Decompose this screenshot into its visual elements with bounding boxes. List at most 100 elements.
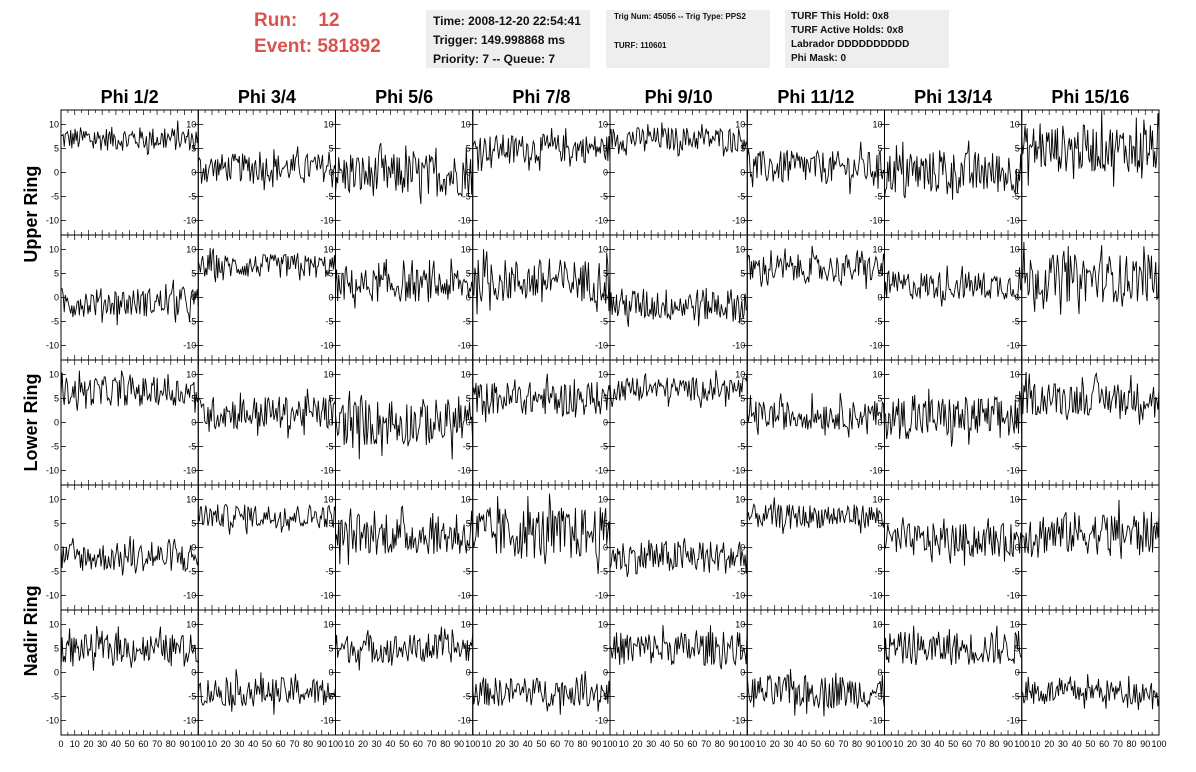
y-tick-label: 0	[328, 168, 333, 178]
y-tick-label: -5	[737, 317, 745, 327]
column-title: Phi 5/6	[375, 87, 433, 107]
trig-num-text: Trig Num: 45056 -- Trig Type: PPS2	[614, 12, 746, 21]
column-title: Phi 9/10	[645, 87, 713, 107]
y-tick-label: -5	[51, 192, 59, 202]
y-tick-label: -10	[1007, 466, 1020, 476]
y-tick-label: 5	[603, 268, 608, 278]
y-tick-label: 10	[872, 244, 882, 254]
panel-frame	[746, 484, 885, 611]
y-tick-label: -5	[600, 567, 608, 577]
y-tick-label: 10	[49, 494, 59, 504]
panel-frame	[609, 109, 748, 236]
panel-frame	[609, 234, 748, 361]
x-tick-label: 90	[180, 739, 190, 749]
x-tick-label: 60	[138, 739, 148, 749]
phi-mask-text: Phi Mask: 0	[791, 53, 847, 64]
x-tick-label: 90	[1003, 739, 1013, 749]
y-tick-label: 0	[328, 418, 333, 428]
y-tick-label: 5	[466, 143, 471, 153]
x-tick-label: 30	[921, 739, 931, 749]
waveform-trace	[746, 669, 885, 717]
y-tick-label: -5	[188, 567, 196, 577]
panel-frame	[335, 359, 474, 486]
y-tick-label: 0	[191, 543, 196, 553]
y-tick-label: -10	[595, 466, 608, 476]
x-tick-label: 90	[1140, 739, 1150, 749]
panel-frame	[335, 234, 474, 361]
y-tick-label: -5	[737, 442, 745, 452]
x-tick-label: 70	[289, 739, 299, 749]
y-tick-label: 0	[191, 293, 196, 303]
waveform-trace	[746, 497, 885, 534]
y-tick-label: 10	[49, 244, 59, 254]
waveform-trace	[1021, 499, 1160, 559]
y-tick-label: -10	[46, 716, 59, 726]
time-info-box: Time: 2008-12-20 22:54:41 Trigger: 149.9…	[426, 10, 590, 68]
y-tick-label: 10	[49, 619, 59, 629]
y-tick-label: 5	[54, 643, 59, 653]
y-tick-label: 0	[328, 668, 333, 678]
x-tick-label: 100	[191, 739, 206, 749]
x-tick-label: 60	[687, 739, 697, 749]
turf-info-box: TURF This Hold: 0x8 TURF Active Holds: 0…	[785, 10, 949, 68]
column-title: Phi 13/14	[914, 87, 992, 107]
run-label: Run:	[254, 10, 298, 31]
x-tick-label: 20	[907, 739, 917, 749]
waveform-trace	[609, 369, 748, 408]
panel-frame	[746, 609, 885, 736]
y-tick-label: 10	[1010, 244, 1020, 254]
y-tick-label: -10	[732, 466, 745, 476]
y-tick-label: 5	[877, 518, 882, 528]
y-tick-label: 5	[191, 393, 196, 403]
y-tick-label: -5	[325, 317, 333, 327]
y-tick-label: 0	[740, 293, 745, 303]
y-tick-label: -5	[463, 692, 471, 702]
y-tick-label: -10	[320, 591, 333, 601]
y-tick-label: -5	[188, 442, 196, 452]
column-title: Phi 3/4	[238, 87, 296, 107]
panel-frame	[884, 609, 1023, 736]
waveform-trace	[884, 625, 1022, 666]
waveform-trace	[1021, 674, 1160, 710]
y-tick-label: 10	[872, 619, 882, 629]
y-tick-label: 10	[49, 369, 59, 379]
y-tick-label: 10	[1010, 619, 1020, 629]
x-tick-label: 80	[440, 739, 450, 749]
event-row: Event: 581892	[254, 34, 381, 60]
y-tick-label: 10	[598, 244, 608, 254]
y-tick-label: -10	[458, 341, 471, 351]
y-tick-label: -5	[737, 692, 745, 702]
y-tick-label: 10	[186, 119, 196, 129]
x-tick-label: 40	[111, 739, 121, 749]
x-tick-label: 0	[58, 739, 63, 749]
y-tick-label: 5	[328, 143, 333, 153]
x-tick-label: 70	[427, 739, 437, 749]
waveform-trace	[60, 536, 199, 576]
y-tick-label: -10	[46, 466, 59, 476]
y-tick-label: 5	[740, 518, 745, 528]
y-tick-label: -5	[188, 317, 196, 327]
y-tick-label: 0	[877, 543, 882, 553]
y-tick-label: 0	[603, 668, 608, 678]
y-tick-label: 0	[466, 168, 471, 178]
y-tick-label: 0	[877, 168, 882, 178]
y-tick-label: 0	[1015, 168, 1020, 178]
waveform-trace	[1021, 241, 1160, 315]
x-tick-label: 30	[1058, 739, 1068, 749]
x-tick-label: 80	[852, 739, 862, 749]
y-tick-label: -10	[183, 466, 196, 476]
y-tick-label: -10	[46, 591, 59, 601]
x-tick-label: 50	[399, 739, 409, 749]
y-tick-label: 0	[1015, 418, 1020, 428]
x-tick-label: 40	[797, 739, 807, 749]
waveform-trace	[746, 392, 885, 438]
y-tick-label: 0	[740, 543, 745, 553]
x-tick-label: 30	[97, 739, 107, 749]
priority-text: Priority: 7 -- Queue: 7	[433, 52, 556, 66]
x-tick-label: 70	[564, 739, 574, 749]
panel-frame	[197, 234, 336, 361]
y-tick-label: -5	[874, 442, 882, 452]
y-tick-label: 0	[877, 418, 882, 428]
y-tick-label: -5	[325, 692, 333, 702]
